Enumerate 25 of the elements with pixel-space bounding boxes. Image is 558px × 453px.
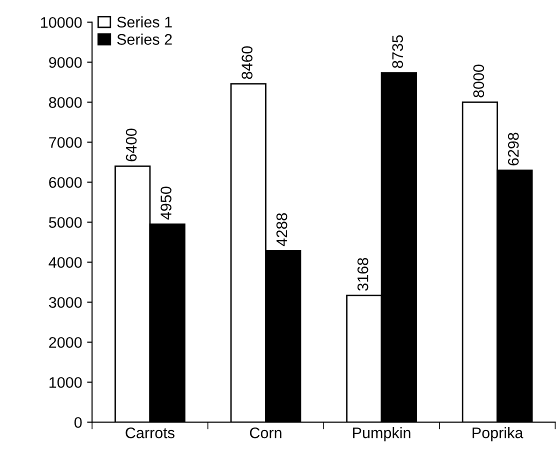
x-tick-label: Corn [250,427,282,438]
y-tick-label: 3000 [48,297,82,308]
y-tick-label: 4000 [48,257,82,268]
data-label: 6298 [508,132,519,166]
x-tick-label: Poprika [472,427,524,442]
legend-label: Series 2 [117,34,172,45]
y-tick-label: 8000 [49,97,82,108]
y-tick-label: 2000 [49,337,82,348]
y-tick-label: 5000 [48,217,82,228]
data-label: 4288 [276,213,288,246]
data-label: 6400 [126,128,137,162]
x-tick-label: Pumpkin [353,427,410,442]
y-tick-label: 9000 [49,57,82,68]
y-tick-label: 7000 [49,137,82,148]
y-tick-label: 0 [74,417,82,428]
data-label: 4950 [160,186,172,220]
x-tick-label: Carrots [126,427,174,438]
data-label: 8735 [392,35,403,68]
y-tick-label: 1000 [50,377,82,388]
legend-label: Series 1 [117,16,172,28]
data-label: 3168 [357,258,368,291]
y-tick-label: 10000 [41,17,82,28]
y-tick-label: 6000 [49,177,82,188]
data-label: 8460 [242,46,252,79]
data-label: 8000 [473,64,484,98]
